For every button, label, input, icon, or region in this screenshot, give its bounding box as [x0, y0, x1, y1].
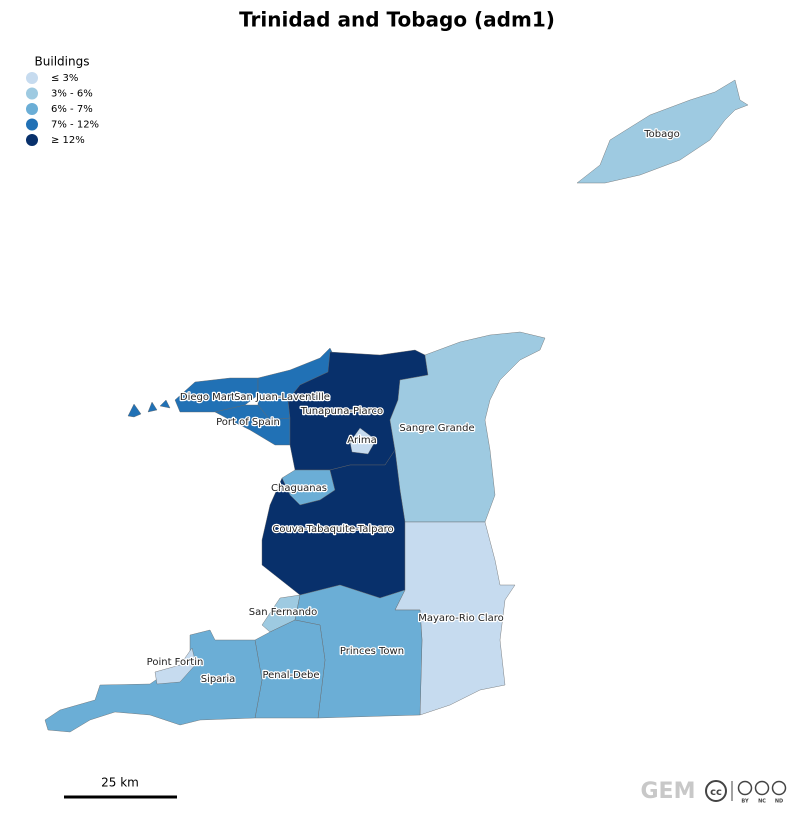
license-icon	[737, 780, 753, 796]
legend-swatch	[26, 103, 38, 115]
license-icons: BY NC ND	[737, 780, 787, 805]
region-label: Tobago	[643, 129, 679, 140]
cc-badge	[705, 780, 727, 802]
region	[349, 427, 377, 455]
legend-label: 6% - 7%	[51, 104, 93, 115]
region-label: Diego Martin	[180, 392, 244, 403]
region-label: Port of Spain	[216, 417, 280, 428]
legend: ≤ 3% 3% - 6% 6% - 7% 7% - 12% ≥ 12%	[26, 72, 99, 146]
license-text: ND	[775, 799, 783, 805]
region-label: Princes Town	[340, 646, 404, 657]
region	[254, 619, 326, 719]
logo: GEM	[641, 779, 696, 804]
region	[44, 629, 263, 733]
legend-swatch	[26, 118, 38, 131]
region-label: Couva-Tabaquite-Talparo	[272, 524, 393, 535]
region-label: Siparia	[201, 674, 236, 685]
region-label: Sangre Grande	[399, 423, 474, 434]
license-text: NC	[758, 799, 766, 805]
region-label: Chaguanas	[271, 483, 327, 494]
legend-label: 7% - 12%	[51, 120, 99, 131]
region-label: San Fernando	[249, 607, 318, 618]
map-title: Trinidad and Tobago (adm1)	[239, 8, 555, 32]
legend-swatch	[26, 72, 38, 84]
regions	[44, 79, 749, 733]
region	[127, 403, 142, 418]
legend-label: ≥ 12%	[51, 135, 85, 146]
license-icon	[754, 780, 770, 796]
legend-title: Buildings	[35, 55, 90, 69]
scale-label: 25 km	[101, 776, 139, 790]
region	[154, 647, 197, 685]
legend-swatch	[26, 134, 38, 146]
region-label: Arima	[347, 435, 377, 446]
region-label: Point Fortin	[147, 657, 204, 668]
region-label: Tunapuna-Piarco	[300, 406, 383, 417]
region	[159, 399, 171, 409]
region-label: Mayaro-Rio Claro	[418, 613, 504, 624]
legend-swatch	[26, 87, 38, 100]
legend-label: 3% - 6%	[51, 89, 93, 100]
region	[576, 79, 749, 184]
license-text: BY	[741, 799, 749, 805]
region-label: San Juan-Laventille	[234, 392, 330, 403]
region-label: Penal-Debe	[262, 670, 319, 681]
license-icon	[771, 780, 787, 796]
region	[389, 331, 546, 523]
cc-text: cc	[710, 787, 722, 798]
region	[147, 401, 158, 413]
legend-label: ≤ 3%	[51, 73, 78, 84]
